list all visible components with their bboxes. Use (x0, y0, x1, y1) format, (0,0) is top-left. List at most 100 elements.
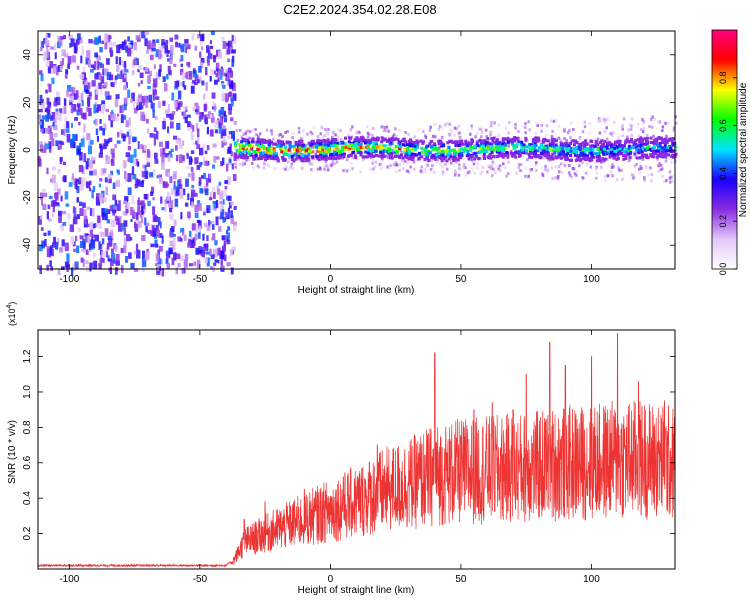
spectrogram-cell (181, 72, 184, 80)
spectrogram-cell (464, 145, 468, 149)
spectrogram-cell (550, 141, 554, 145)
spectrogram-cell (93, 223, 97, 228)
spectrogram-cell (468, 143, 472, 147)
spectrogram-cell (52, 122, 55, 127)
spectrogram-cell (41, 41, 45, 49)
spectrogram-cell (517, 165, 520, 169)
spectrogram-cell (446, 121, 449, 125)
spectrogram-cell (507, 146, 510, 150)
spectrogram-cell (133, 41, 137, 51)
spectrogram-cell (249, 144, 253, 148)
spectrogram-cell (91, 189, 94, 199)
spectrogram-cell (597, 140, 600, 144)
spectrogram-cell (361, 139, 365, 143)
spectrogram-cell (79, 208, 84, 216)
spectrogram-cell (356, 138, 360, 142)
spectrogram-cell (139, 102, 143, 110)
spectrogram-cell (323, 151, 327, 155)
spectrogram-cell (409, 148, 412, 152)
spectrogram-cell (564, 164, 567, 168)
spectrogram-cell (208, 173, 212, 179)
spectrogram-cell (228, 83, 233, 88)
spectrogram-cell (245, 130, 248, 134)
spectrogram-cell (323, 167, 326, 171)
spectrogram-cell (496, 142, 500, 146)
spectrogram-cell (220, 260, 223, 266)
spectrogram-cell (510, 153, 514, 157)
spectrogram-cell (206, 145, 210, 151)
spectrogram-cell (162, 76, 166, 82)
spectrogram-cell (233, 224, 237, 232)
spectrogram-cell (473, 171, 476, 175)
spectrogram-cell (256, 137, 260, 141)
spectrogram-cell (395, 135, 398, 138)
spectrogram-cell (603, 140, 607, 144)
spectrogram-cell (536, 149, 540, 153)
spectrogram-cell (202, 233, 205, 241)
spectrogram-cell (464, 142, 468, 146)
spectrogram-cell (153, 64, 156, 69)
spectrogram-cell (225, 42, 230, 47)
spectrogram-cell (186, 71, 188, 80)
spectrogram-cell (86, 158, 90, 164)
x-tick-label: -100 (59, 274, 79, 285)
spectrogram-cell (332, 131, 335, 134)
spectrogram-cell (292, 131, 295, 135)
spectrogram-cell (646, 155, 650, 159)
spectrogram-cell (352, 140, 356, 144)
spectrogram-cell (98, 152, 103, 158)
spectrogram-cell (100, 105, 103, 110)
spectrogram-cell (507, 172, 510, 176)
spectrogram-cell (129, 237, 133, 241)
spectrogram-cell (39, 265, 42, 275)
spectrogram-cell (479, 139, 482, 143)
spectrogram-cell (606, 144, 609, 147)
spectrogram-cell (528, 150, 532, 154)
spectrogram-cell (651, 115, 654, 119)
spectrogram-cell (119, 44, 123, 49)
spectrogram-cell (51, 212, 55, 217)
spectrogram-cell (636, 137, 640, 141)
spectrogram-cell (246, 138, 250, 142)
spectrogram-cell (354, 143, 358, 147)
spectrogram-cell (473, 157, 477, 161)
spectrogram-cell (112, 194, 117, 201)
spectrogram-cell (172, 171, 177, 180)
spectrogram-cell (462, 165, 465, 169)
spectrogram-cell (596, 137, 600, 141)
spectrogram-cell (669, 180, 672, 184)
spectrogram-cell (506, 155, 510, 159)
spectrogram-cell (108, 267, 112, 272)
spectrogram-cell (235, 129, 239, 133)
spectrogram-cell (393, 163, 396, 167)
spectrogram-cell (238, 162, 241, 166)
spectrogram-cell (420, 147, 424, 151)
spectrogram-cell (82, 80, 86, 85)
spectrogram-cell (58, 210, 62, 216)
spectrogram-cell (238, 142, 242, 146)
spectrogram-cell (157, 174, 161, 179)
spectrogram-cell (137, 82, 141, 87)
spectrogram-cell (223, 110, 226, 117)
spectrogram-cell (251, 162, 254, 165)
spectrogram-cell (427, 159, 431, 162)
spectrogram-cell (348, 136, 352, 140)
spectrogram-cell (157, 101, 161, 109)
spectrogram-cell (256, 148, 260, 152)
spectrogram-cell (480, 130, 484, 134)
spectrogram-cell (214, 240, 218, 246)
spectrogram-cell (390, 144, 394, 148)
spectrogram-cell (548, 149, 551, 153)
spectrogram-cell (213, 103, 216, 112)
spectrogram-cell (128, 128, 132, 137)
spectrogram-cell (76, 197, 79, 203)
spectrogram-cell (674, 115, 677, 119)
spectrogram-cell (110, 148, 115, 155)
spectrogram-cell (357, 143, 361, 146)
spectrogram-cell (583, 150, 587, 154)
spectrogram-cell (336, 141, 340, 145)
spectrogram-cell (570, 175, 574, 179)
spectrogram-cell (464, 166, 467, 170)
spectrogram-cell (53, 124, 58, 131)
spectrogram-cell (217, 118, 221, 122)
